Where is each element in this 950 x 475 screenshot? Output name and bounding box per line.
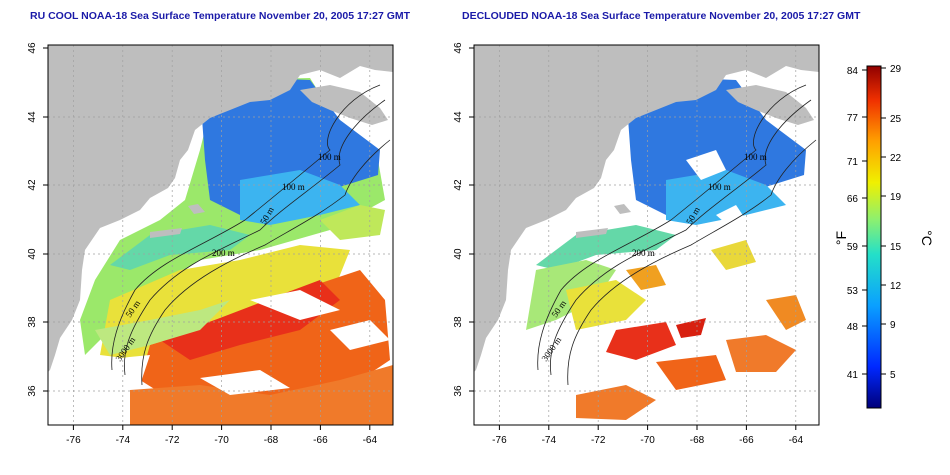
x-tick-label: -70: [214, 435, 229, 446]
y-tick-label: 46: [453, 42, 464, 54]
right-map-title: DECLOUDED NOAA-18 Sea Surface Temperatur…: [462, 10, 861, 22]
x-tick-label: -72: [591, 435, 606, 446]
fahrenheit-tick: 59: [847, 242, 859, 253]
x-tick-label: -74: [542, 435, 557, 446]
left-map-title: RU COOL NOAA-18 Sea Surface Temperature …: [30, 10, 411, 22]
celsius-tick: 15: [890, 242, 902, 253]
x-tick-label: -76: [492, 435, 507, 446]
y-tick-label: 42: [453, 179, 464, 191]
y-tick-label: 40: [453, 248, 464, 260]
x-tick-label: -70: [640, 435, 655, 446]
fahrenheit-unit-label: °F: [833, 231, 849, 245]
contour-label: 100 m: [744, 152, 767, 162]
y-tick-label: 36: [453, 385, 464, 397]
y-tick-label: 46: [27, 42, 38, 54]
celsius-unit-label: °C: [919, 230, 935, 246]
contour-label: 100 m: [708, 182, 731, 192]
y-tick-label: 44: [453, 111, 464, 123]
celsius-tick: 29: [890, 64, 902, 75]
x-tick-label: -72: [165, 435, 180, 446]
x-tick-label: -64: [789, 435, 804, 446]
left-map: 100 m 100 m 50 m 200 m 50 m 3000 m -76 -…: [27, 42, 394, 446]
celsius-tick: 22: [890, 153, 902, 164]
colorbar-gradient: [866, 65, 882, 409]
right-map: 100 m 100 m 50 m 200 m 50 m 3000 m -76 -…: [453, 42, 820, 446]
celsius-tick: 9: [890, 320, 896, 331]
x-tick-label: -64: [363, 435, 378, 446]
y-tick-label: 36: [27, 385, 38, 397]
x-tick-label: -74: [116, 435, 131, 446]
celsius-tick: 25: [890, 114, 902, 125]
fahrenheit-tick: 41: [847, 370, 859, 381]
fahrenheit-tick: 84: [847, 66, 859, 77]
contour-label: 200 m: [212, 248, 235, 258]
x-tick-label: -68: [264, 435, 279, 446]
x-tick-label: -66: [313, 435, 328, 446]
fahrenheit-tick: 77: [847, 113, 859, 124]
contour-label: 100 m: [318, 152, 341, 162]
contour-label: 200 m: [632, 248, 655, 258]
x-tick-label: -76: [66, 435, 81, 446]
y-tick-label: 38: [27, 316, 38, 328]
celsius-tick: 12: [890, 281, 902, 292]
y-tick-label: 42: [27, 179, 38, 191]
contour-label: 100 m: [282, 182, 305, 192]
fahrenheit-tick: 71: [847, 157, 859, 168]
colorbar: 84 77 71 66 59 53 48 41 29 25 22 19 15 1…: [833, 64, 935, 409]
fahrenheit-tick: 66: [847, 194, 859, 205]
celsius-tick: 5: [890, 370, 896, 381]
fahrenheit-tick: 53: [847, 286, 859, 297]
y-tick-label: 38: [453, 316, 464, 328]
x-tick-label: -66: [739, 435, 754, 446]
y-tick-label: 44: [27, 111, 38, 123]
fahrenheit-tick: 48: [847, 322, 859, 333]
celsius-tick: 19: [890, 192, 902, 203]
y-tick-label: 40: [27, 248, 38, 260]
x-tick-label: -68: [690, 435, 705, 446]
